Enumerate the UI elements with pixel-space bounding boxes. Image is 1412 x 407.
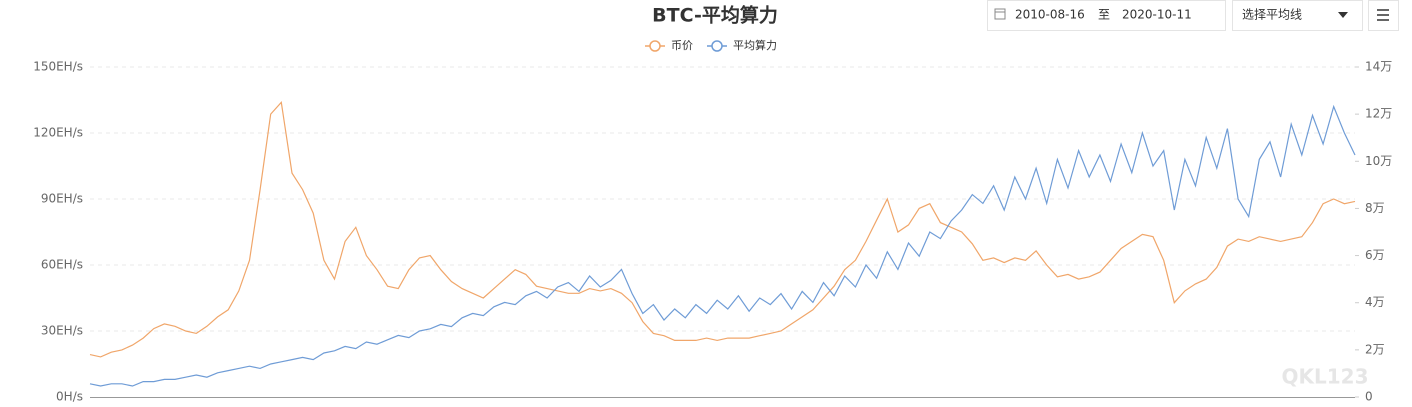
series-line [89, 101, 1356, 358]
legend-label: 币价 [671, 39, 693, 52]
legend-marker [711, 40, 723, 52]
select-arrow [1338, 12, 1348, 18]
y-tick-label: 150EH/s [33, 60, 83, 74]
start-date: 2010-08-16 [1015, 8, 1085, 22]
y2-tick-label: 10万 [1365, 154, 1392, 168]
end-date: 2020-10-11 [1122, 8, 1192, 22]
legend-label: 平均算力 [733, 38, 777, 52]
select-label: 选择平均线 [1242, 8, 1302, 22]
y-tick-label: 120EH/s [33, 126, 83, 140]
y-tick-label: 30EH/s [41, 324, 83, 338]
legend-marker [649, 40, 661, 52]
y-tick-label: 90EH/s [41, 192, 83, 206]
date-picker[interactable] [987, 0, 1226, 31]
chart-title: BTC-平均算力 [652, 4, 778, 27]
y-tick-label: 0H/s [56, 390, 83, 404]
y2-tick-label: 0 [1365, 390, 1373, 404]
date-separator: 至 [1098, 8, 1110, 22]
y2-tick-label: 14万 [1365, 60, 1392, 74]
calendar-icon [994, 8, 1006, 20]
y-tick-label: 60EH/s [41, 258, 83, 272]
y2-tick-label: 8万 [1365, 201, 1385, 215]
average-select[interactable] [1232, 0, 1363, 31]
y2-tick-label: 4万 [1365, 295, 1385, 309]
y2-tick-label: 12万 [1365, 107, 1392, 121]
watermark: QKL123 [1282, 365, 1369, 389]
y2-tick-label: 2万 [1365, 342, 1385, 356]
series-line [89, 104, 1356, 387]
y2-tick-label: 6万 [1365, 248, 1385, 262]
menu-icon [1377, 9, 1389, 21]
